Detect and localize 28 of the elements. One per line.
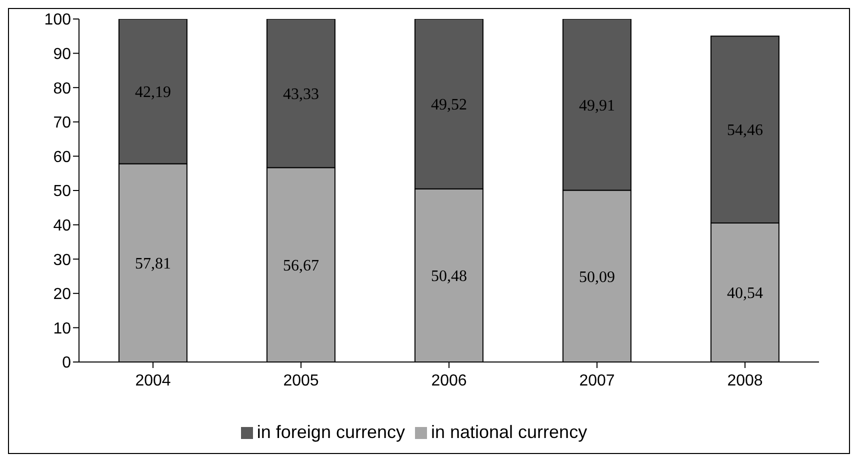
y-tick-label: 0: [62, 354, 72, 372]
data-label: 50,48: [430, 268, 467, 286]
y-tick-label: 90: [53, 46, 72, 63]
legend-label: in foreign currency: [256, 422, 405, 442]
data-label: 56,67: [282, 257, 319, 274]
x-tick-label: 2005: [283, 372, 319, 390]
data-label: 40,54: [726, 285, 763, 302]
x-tick-label: 2008: [727, 372, 763, 390]
y-tick-label: 40: [53, 217, 72, 234]
data-label: 57,81: [134, 256, 171, 273]
data-label: 43,33: [282, 86, 319, 103]
y-tick-label: 100: [44, 12, 72, 29]
y-tick-label: 10: [53, 320, 72, 338]
x-tick-label: 2006: [431, 372, 467, 390]
legend-label: in national currency: [430, 422, 588, 442]
y-tick-label: 30: [53, 252, 72, 269]
y-tick-label: 60: [53, 148, 72, 166]
x-tick-label: 2004: [135, 372, 171, 390]
data-label: 54,46: [726, 122, 763, 140]
y-tick-label: 50: [53, 183, 72, 200]
x-tick-label: 2007: [579, 372, 615, 390]
y-tick-label: 80: [53, 80, 72, 98]
data-label: 50,09: [578, 268, 615, 286]
data-label: 42,19: [134, 84, 171, 102]
y-tick-label: 70: [53, 114, 72, 132]
data-label: 49,52: [430, 96, 467, 114]
y-tick-label: 20: [53, 286, 72, 304]
data-label: 49,91: [578, 97, 615, 114]
